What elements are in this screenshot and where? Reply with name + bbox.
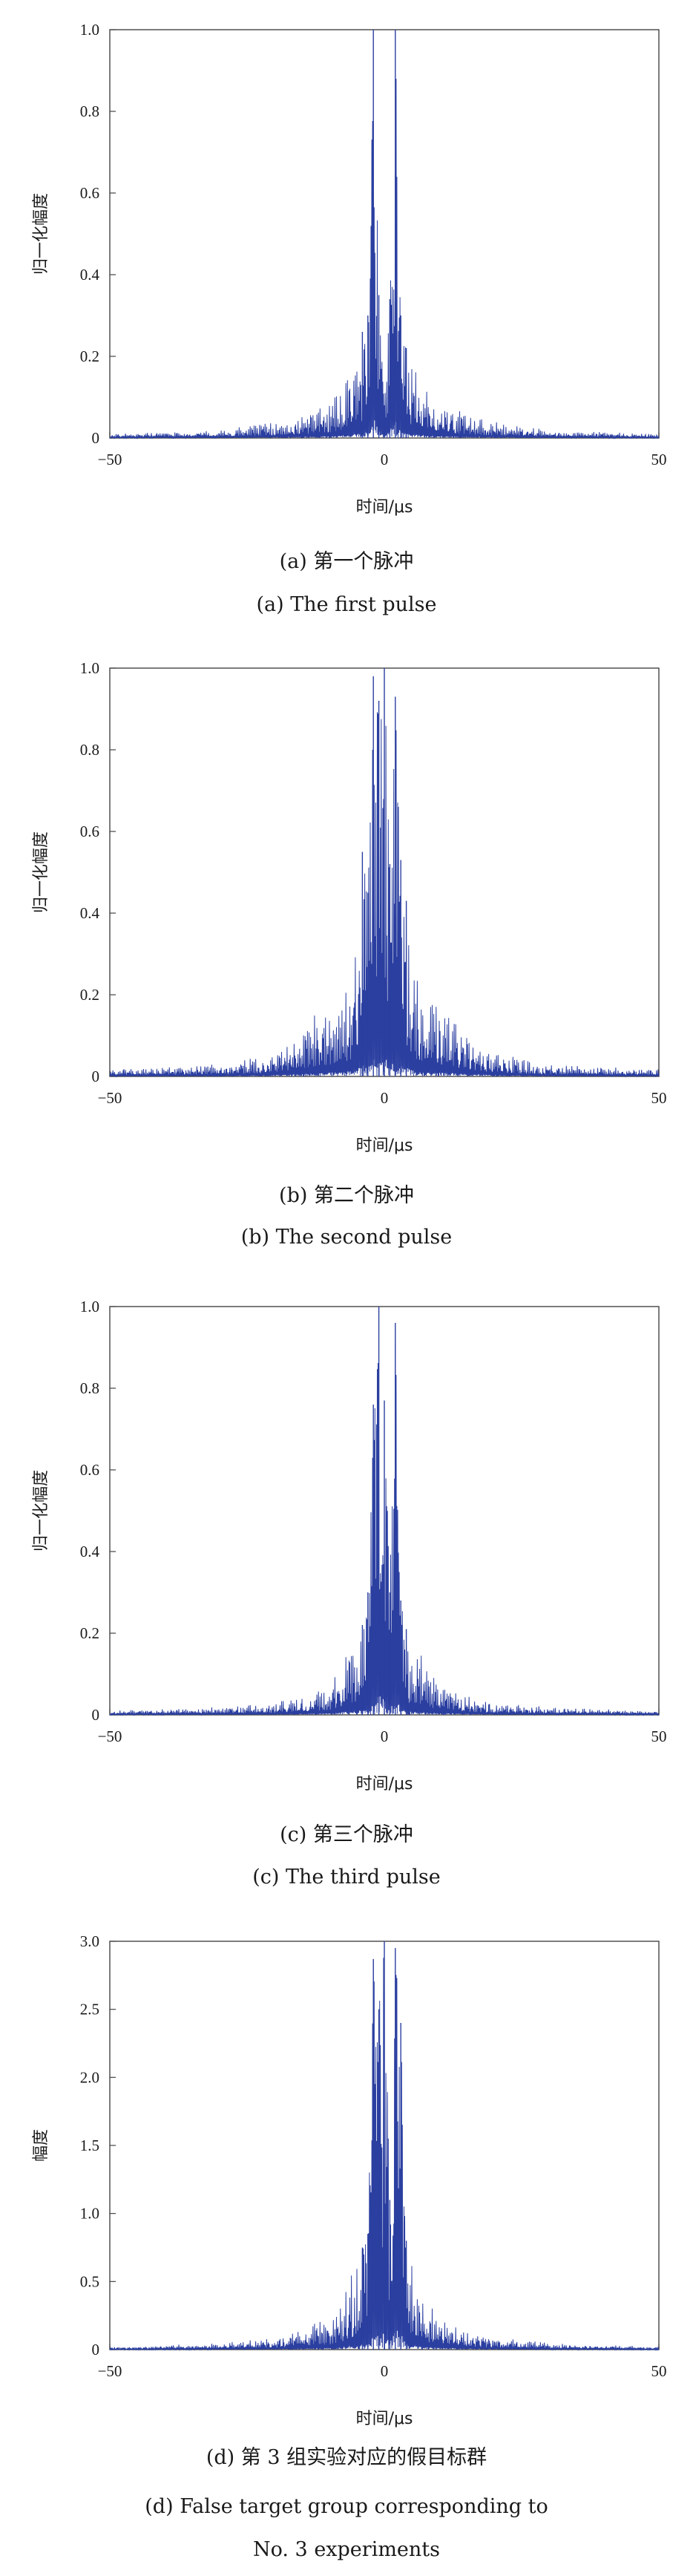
x-tick-label: 50	[651, 1089, 667, 1107]
x-axis-label: 时间/μs	[356, 2410, 413, 2428]
y-tick-label: 0.8	[80, 102, 99, 120]
chart-d: 0 0.5 1.0 1.5 2.0 2.5 3.0 −50 0 50 时间/μs 幅度	[32, 1932, 667, 2428]
y-tick-label: 1.0	[80, 1298, 99, 1315]
y-tick-label: 2.5	[80, 2001, 99, 2018]
x-axis-label: 时间/μs	[356, 1137, 413, 1155]
y-tick-label: 0	[92, 429, 100, 447]
chart-b: 0 0.2 0.4 0.6 0.8 1.0 −50 0 50 时间/μs 归一化幅度	[32, 659, 667, 1155]
y-tick-label: 0.6	[80, 184, 99, 202]
y-tick-label: 0.2	[80, 986, 99, 1004]
x-axis-label: 时间/μs	[356, 498, 413, 517]
series-line	[109, 79, 660, 439]
y-axis-label: 归一化幅度	[32, 1470, 50, 1552]
y-axis-label: 归一化幅度	[32, 193, 50, 275]
y-tick-label: 1.5	[80, 2137, 99, 2154]
x-tick-label: 50	[651, 2362, 667, 2380]
y-tick-label: 3.0	[80, 1932, 99, 1950]
x-tick-label: 50	[651, 1727, 667, 1745]
y-tick-label: 1.0	[80, 659, 99, 677]
y-tick-label: 0.2	[80, 1624, 99, 1642]
y-tick-label: 1.0	[80, 2205, 99, 2223]
chart-a: 0 0.2 0.4 0.6 0.8 1.0 −50 0 50 时间/μs 归一化幅度	[32, 21, 667, 517]
caption-d-en: (d) False target group corresponding to	[145, 2495, 548, 2518]
y-tick-label: 0.5	[80, 2272, 99, 2290]
caption-c-cn: (c) 第三个脉冲	[280, 1823, 413, 1846]
y-tick-label: 0.4	[80, 904, 100, 922]
y-tick-label: 0.4	[80, 1543, 100, 1560]
y-tick-label: 0.6	[80, 823, 99, 840]
caption-b-en: (b) The second pulse	[240, 1226, 453, 1249]
caption-a-cn: (a) 第一个脉冲	[279, 550, 414, 573]
x-axis-label: 时间/μs	[356, 1775, 413, 1794]
y-tick-label: 0	[92, 2341, 100, 2358]
y-axis-label: 归一化幅度	[32, 831, 50, 913]
y-tick-label: 0.8	[80, 741, 99, 759]
y-tick-label: 0.4	[80, 266, 100, 284]
y-tick-label: 0	[92, 1706, 100, 1724]
caption-d-cn: (d) 第 3 组实验对应的假目标群	[206, 2446, 487, 2469]
y-tick-label: 0.8	[80, 1379, 99, 1397]
y-axis-label: 幅度	[32, 2129, 50, 2162]
x-tick-label: 50	[651, 451, 667, 468]
x-tick-label: −50	[98, 1089, 122, 1107]
y-tick-label: 0	[92, 1068, 100, 1085]
caption-b-cn: (b) 第二个脉冲	[279, 1184, 414, 1207]
plot-frame	[109, 29, 660, 439]
x-tick-label: −50	[98, 1727, 122, 1745]
y-tick-label: 0.6	[80, 1461, 99, 1479]
y-tick-label: 1.0	[80, 21, 99, 39]
y-tick-label: 2.0	[80, 2068, 99, 2086]
caption-d-en2: No. 3 experiments	[252, 2538, 441, 2561]
chart-c: 0 0.2 0.4 0.6 0.8 1.0 −50 0 50 时间/μs 归一化幅度	[32, 1298, 667, 1794]
x-tick-label: −50	[98, 2362, 122, 2380]
caption-c-en: (c) The third pulse	[252, 1866, 441, 1889]
y-tick-label: 0.2	[80, 347, 99, 365]
x-tick-label: 0	[381, 1089, 389, 1107]
x-tick-label: 0	[381, 1727, 389, 1745]
x-tick-label: 0	[381, 2362, 389, 2380]
x-tick-label: −50	[98, 451, 122, 468]
x-tick-label: 0	[381, 451, 389, 468]
caption-a-en: (a) The first pulse	[256, 593, 437, 616]
